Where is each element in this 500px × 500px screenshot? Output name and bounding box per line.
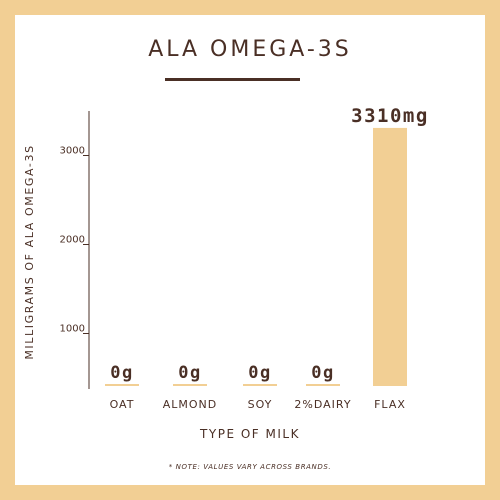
footnote: * NOTE: VALUES VARY ACROSS BRANDS. — [168, 463, 332, 471]
data-label: 0g — [110, 363, 133, 383]
x-tick-label: 2%DAIRY — [294, 398, 351, 411]
y-tick-label: 2000 — [60, 234, 85, 245]
bar-chart: 1000 2000 3000 0g OAT 0g ALMOND 0g SOY 0g 2%DAIRY 3… — [60, 105, 429, 411]
bar — [306, 384, 340, 386]
bar — [105, 384, 139, 386]
data-label: 3310mg — [351, 105, 429, 127]
x-tick-label: SOY — [248, 398, 273, 411]
x-tick-label: FLAX — [374, 398, 406, 411]
y-tick-label: 3000 — [60, 145, 85, 156]
bar — [243, 384, 277, 386]
y-tick-label: 1000 — [60, 323, 85, 334]
x-tick-label: ALMOND — [163, 398, 218, 411]
data-label: 0g — [178, 363, 201, 383]
data-label: 0g — [311, 363, 334, 383]
title-underline — [165, 78, 300, 81]
x-tick-label: OAT — [110, 398, 135, 411]
chart-title: ALA OMEGA-3S — [148, 37, 352, 62]
x-axis-label: TYPE OF MILK — [200, 427, 300, 441]
bar — [173, 384, 207, 386]
y-axis-label: MILLIGRAMS OF ALA OMEGA-3S — [23, 144, 36, 360]
data-label: 0g — [248, 363, 271, 383]
chart-card: ALA OMEGA-3S 1000 2000 3000 0g OAT 0g ALMOND 0g… — [15, 15, 485, 485]
bar — [373, 127, 407, 386]
